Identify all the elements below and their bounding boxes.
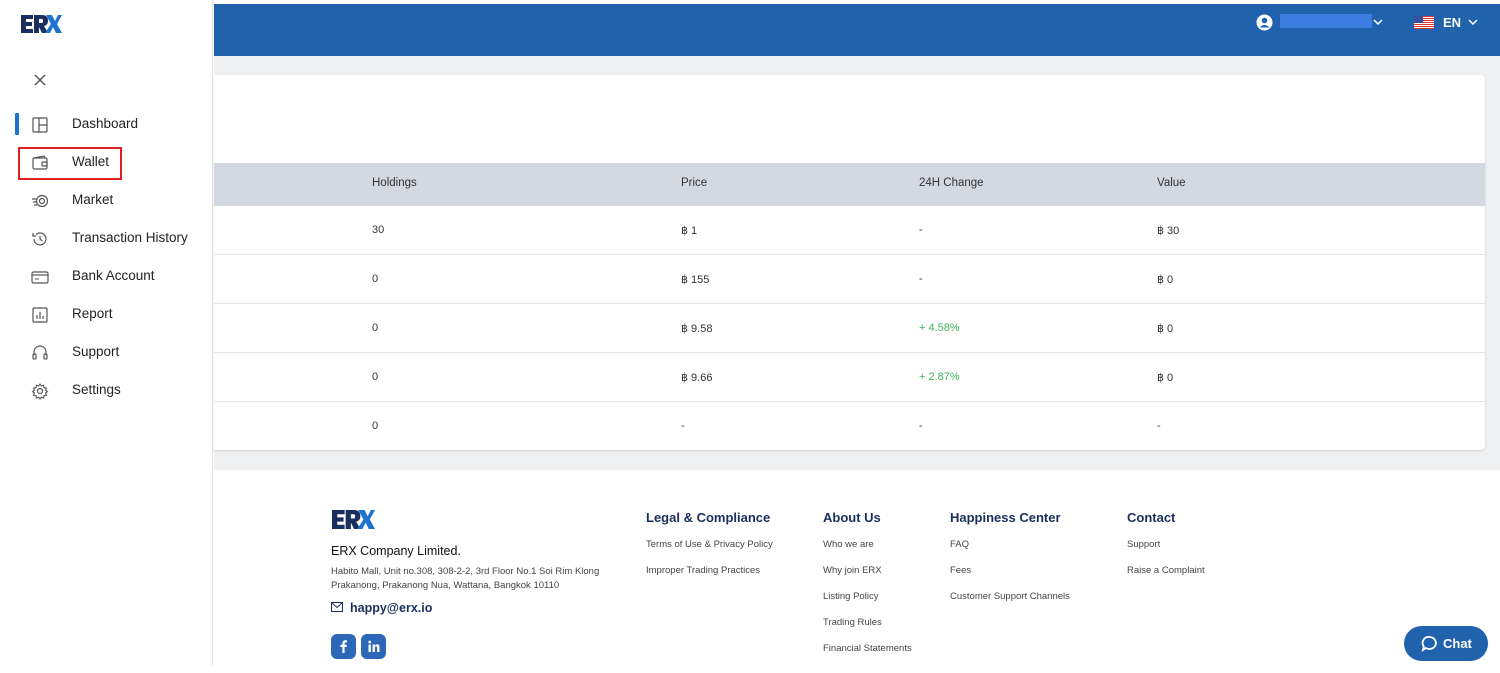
footer-link[interactable]: Improper Trading Practices bbox=[646, 565, 761, 576]
sidebar-item-bank-account[interactable]: Bank Account bbox=[0, 257, 213, 295]
value-cell: - bbox=[1157, 420, 1161, 432]
dashboard-icon bbox=[32, 117, 48, 133]
value-cell: ฿ 0 bbox=[1157, 323, 1174, 335]
sidebar-item-label: Dashboard bbox=[72, 116, 139, 131]
footer-link[interactable]: Customer Support Channels bbox=[950, 591, 1070, 602]
contact-email-link[interactable]: happy@erx.io bbox=[350, 601, 433, 615]
sidebar-item-label: Report bbox=[72, 306, 113, 321]
sidebar-item-wallet[interactable]: Wallet bbox=[0, 143, 213, 181]
chat-bubble-icon bbox=[1421, 636, 1437, 652]
facebook-button[interactable] bbox=[331, 634, 356, 659]
user-avatar-icon[interactable] bbox=[1256, 14, 1273, 31]
sidebar-item-transaction-history[interactable]: Transaction History bbox=[0, 219, 213, 257]
linkedin-button[interactable] bbox=[361, 634, 386, 659]
price-cell: ฿ 1 bbox=[681, 225, 698, 237]
us-flag-icon[interactable] bbox=[1414, 16, 1434, 29]
company-name: ERX Company Limited. bbox=[331, 544, 461, 558]
mail-icon bbox=[331, 602, 343, 612]
holdings-cell: 0 bbox=[372, 322, 379, 334]
user-name-redacted[interactable] bbox=[1280, 14, 1372, 28]
footer-link[interactable]: FAQ bbox=[950, 539, 970, 550]
headset-icon bbox=[32, 345, 48, 360]
sidebar-item-label: Support bbox=[72, 344, 120, 359]
sidebar-item-settings[interactable]: Settings bbox=[0, 371, 213, 409]
chevron-down-icon[interactable] bbox=[1467, 17, 1479, 27]
footer-link[interactable]: Who we are bbox=[823, 539, 874, 550]
footer-link[interactable]: Financial Statements bbox=[823, 643, 912, 654]
footer-heading-happiness: Happiness Center bbox=[950, 510, 1061, 525]
column-header-24h-change: 24H Change bbox=[919, 177, 984, 189]
report-icon bbox=[32, 307, 48, 323]
footer-link[interactable]: Why join ERX bbox=[823, 565, 882, 576]
footer-heading-contact: Contact bbox=[1127, 510, 1176, 525]
wallet-icon bbox=[32, 155, 48, 170]
bank-icon bbox=[31, 271, 49, 284]
chevron-down-icon[interactable] bbox=[1372, 17, 1384, 27]
address-line-1: Habito Mall, Unit no.308, 308-2-2, 3rd F… bbox=[331, 566, 600, 577]
footer-link[interactable]: Support bbox=[1127, 539, 1161, 550]
footer-link[interactable]: Trading Rules bbox=[823, 617, 882, 628]
price-cell: ฿ 9.58 bbox=[681, 323, 713, 335]
gear-icon bbox=[31, 382, 49, 400]
sidebar-item-label: Bank Account bbox=[72, 268, 155, 283]
market-icon bbox=[32, 194, 49, 208]
footer-heading-about: About Us bbox=[823, 510, 881, 525]
holdings-cell: 30 bbox=[372, 224, 385, 236]
change-cell: - bbox=[919, 273, 923, 285]
table-row[interactable]: 0 ฿ 9.66 + 2.87% ฿ 0 bbox=[214, 353, 1485, 402]
sidebar-item-label: Transaction History bbox=[72, 230, 188, 245]
footer-link[interactable]: Raise a Complaint bbox=[1127, 565, 1205, 576]
column-header-price: Price bbox=[681, 177, 708, 189]
price-cell: - bbox=[681, 420, 685, 432]
sidebar-item-report[interactable]: Report bbox=[0, 295, 213, 333]
table-row[interactable]: 0 - - - bbox=[214, 402, 1485, 451]
chat-label: Chat bbox=[1443, 636, 1472, 651]
sidebar-item-label: Market bbox=[72, 192, 114, 207]
linkedin-icon bbox=[368, 640, 380, 652]
sidebar-item-label: Wallet bbox=[72, 154, 110, 169]
table-header: Holdings Price 24H Change Value bbox=[214, 163, 1485, 206]
value-cell: ฿ 30 bbox=[1157, 225, 1180, 237]
erx-logo[interactable] bbox=[20, 13, 62, 35]
change-cell: + 4.58% bbox=[919, 322, 960, 334]
change-cell: + 2.87% bbox=[919, 371, 960, 383]
change-cell: - bbox=[919, 420, 923, 432]
language-selector[interactable]: EN bbox=[1443, 15, 1462, 30]
holdings-cell: 0 bbox=[372, 273, 379, 285]
close-menu-icon[interactable] bbox=[30, 70, 50, 90]
table-row[interactable]: 0 ฿ 9.58 + 4.58% ฿ 0 bbox=[214, 304, 1485, 353]
value-cell: ฿ 0 bbox=[1157, 372, 1174, 384]
value-cell: ฿ 0 bbox=[1157, 274, 1174, 286]
history-icon bbox=[32, 232, 47, 246]
erx-footer-logo bbox=[332, 510, 376, 529]
footer-heading-legal: Legal & Compliance bbox=[646, 510, 771, 525]
footer-link[interactable]: Terms of Use & Privacy Policy bbox=[646, 539, 773, 550]
sidebar-item-label: Settings bbox=[72, 382, 121, 397]
column-header-value: Value bbox=[1157, 177, 1186, 189]
wallet-card: Holdings Price 24H Change Value 30 ฿ 1 -… bbox=[214, 75, 1485, 450]
holdings-cell: 0 bbox=[372, 420, 379, 432]
change-cell: - bbox=[919, 224, 923, 236]
table-row[interactable]: 30 ฿ 1 - ฿ 30 bbox=[214, 206, 1485, 255]
wallet-highlight-box bbox=[18, 147, 122, 180]
main-content: Holdings Price 24H Change Value 30 ฿ 1 -… bbox=[214, 56, 1500, 470]
table-row[interactable]: 0 ฿ 155 - ฿ 0 bbox=[214, 255, 1485, 304]
facebook-icon bbox=[340, 640, 347, 653]
sidebar-item-market[interactable]: Market bbox=[0, 181, 213, 219]
price-cell: ฿ 155 bbox=[681, 274, 710, 286]
sidebar-item-dashboard[interactable]: Dashboard bbox=[0, 105, 213, 143]
sidebar: Dashboard Wallet Market Transaction Hist… bbox=[0, 0, 213, 666]
sidebar-item-support[interactable]: Support bbox=[0, 333, 213, 371]
holdings-cell: 0 bbox=[372, 371, 379, 383]
company-address: Habito Mall, Unit no.308, 308-2-2, 3rd F… bbox=[331, 565, 621, 593]
top-bar: EN bbox=[214, 4, 1500, 56]
footer-link[interactable]: Fees bbox=[950, 565, 972, 576]
footer-link[interactable]: Listing Policy bbox=[823, 591, 879, 602]
address-line-2: Prakanong, Prakanong Nua, Wattana, Bangk… bbox=[331, 580, 560, 591]
column-header-holdings: Holdings bbox=[372, 177, 417, 189]
chat-button[interactable]: Chat bbox=[1404, 626, 1488, 661]
price-cell: ฿ 9.66 bbox=[681, 372, 713, 384]
footer: ERX Company Limited. Habito Mall, Unit n… bbox=[214, 470, 1500, 666]
